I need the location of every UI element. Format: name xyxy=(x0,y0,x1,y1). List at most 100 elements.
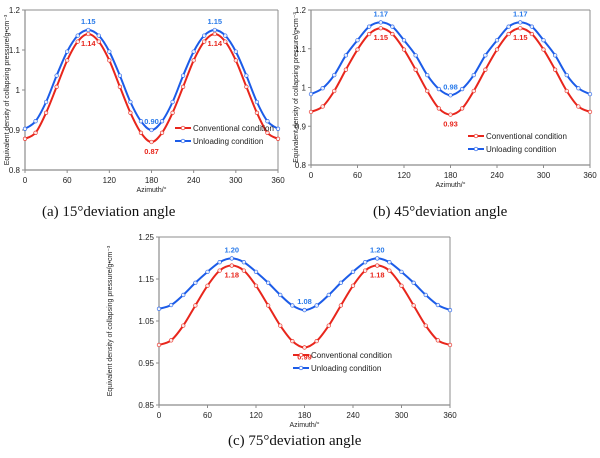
data-point-unloading xyxy=(159,119,165,124)
data-point-unloading xyxy=(265,280,271,285)
data-point-unloading xyxy=(471,72,476,78)
data-point-conventional xyxy=(302,345,307,350)
data-point-conventional xyxy=(459,106,465,111)
data-point-conventional xyxy=(265,130,270,135)
x-tick-label: 240 xyxy=(490,171,504,180)
data-point-unloading xyxy=(241,260,247,265)
data-point-conventional xyxy=(355,47,360,52)
chart-a: 0.8 0.9 1 1.1 1.2 0 60 120 180 240 300 360 Azimuth/°… xyxy=(0,0,300,195)
data-label-unloading: 1.20 xyxy=(224,245,239,254)
data-point-unloading xyxy=(253,269,259,275)
x-tick-label: 240 xyxy=(187,176,201,185)
x-tick-label: 60 xyxy=(203,411,212,420)
data-point-conventional xyxy=(399,283,404,288)
data-point-conventional xyxy=(205,283,210,288)
data-label-conventional: 1.14 xyxy=(207,39,222,48)
y-tick-label: 0.8 xyxy=(295,161,307,170)
data-point-unloading xyxy=(43,99,49,105)
data-point-conventional xyxy=(290,339,295,344)
legend-label-unloading: Unloading condition xyxy=(486,145,556,154)
data-point-unloading xyxy=(483,53,488,58)
x-tick-label: 120 xyxy=(103,176,117,185)
data-point-conventional xyxy=(128,110,133,115)
legend-label-unloading: Unloading condition xyxy=(193,137,263,146)
data-point-conventional xyxy=(170,110,175,115)
data-point-unloading xyxy=(375,256,380,261)
data-point-conventional xyxy=(518,26,523,31)
data-point-unloading xyxy=(149,127,154,133)
x-tick-label: 180 xyxy=(444,171,458,180)
data-point-unloading xyxy=(212,27,217,33)
caption-b: (b) 45°deviation angle xyxy=(373,204,508,220)
data-point-unloading xyxy=(494,38,500,43)
y-tick-label: 1.2 xyxy=(9,6,21,15)
data-point-unloading xyxy=(22,126,28,131)
data-point-conventional xyxy=(506,31,511,37)
data-point-conventional xyxy=(314,339,319,344)
legend-marker-unloading xyxy=(180,138,186,144)
data-point-conventional xyxy=(425,88,430,94)
data-point-unloading xyxy=(54,73,59,78)
data-point-unloading xyxy=(217,260,222,265)
y-axis-label: Equivalent density of collapsing pressur… xyxy=(4,14,11,165)
data-point-conventional xyxy=(401,47,407,52)
data-point-conventional xyxy=(241,268,247,273)
data-point-unloading xyxy=(117,73,123,78)
series-line-conventional xyxy=(310,27,591,116)
data-point-conventional xyxy=(22,136,28,141)
y-tick-label: 1.2 xyxy=(295,6,307,15)
data-point-conventional xyxy=(338,303,344,308)
data-point-unloading xyxy=(343,53,349,58)
data-point-conventional xyxy=(86,31,91,37)
data-point-unloading xyxy=(107,49,112,54)
data-point-conventional xyxy=(244,84,249,89)
data-point-conventional xyxy=(181,323,186,328)
data-point-unloading xyxy=(338,280,344,285)
y-tick-label: 1 xyxy=(16,86,21,95)
data-point-conventional xyxy=(390,31,395,37)
data-point-conventional xyxy=(387,268,392,273)
data-point-conventional xyxy=(229,263,234,268)
caption-a: (a) 15°deviation angle xyxy=(42,204,176,220)
data-point-conventional xyxy=(265,303,271,308)
data-point-unloading xyxy=(229,256,234,261)
data-point-unloading xyxy=(447,307,453,313)
y-tick-label: 0.9 xyxy=(9,126,21,135)
data-point-conventional xyxy=(375,263,380,268)
data-label-conventional: 0.99 xyxy=(297,352,312,361)
data-point-conventional xyxy=(149,139,154,145)
data-label-unloading: 1.08 xyxy=(297,297,312,306)
y-tick-label: 1.1 xyxy=(295,45,307,54)
chart-b: 0.8 0.9 1 1.1 1.2 0 60 120 180 240 300 360 Azimuth/°… xyxy=(290,0,600,195)
data-point-conventional xyxy=(253,283,259,288)
data-point-conventional xyxy=(159,130,165,135)
data-point-conventional xyxy=(33,130,38,135)
data-point-conventional xyxy=(529,31,535,37)
data-point-unloading xyxy=(75,33,80,38)
data-point-conventional xyxy=(75,39,80,44)
data-point-conventional xyxy=(43,110,49,115)
data-point-unloading xyxy=(275,126,281,131)
y-tick-label: 0.8 xyxy=(9,166,21,175)
data-point-conventional xyxy=(193,303,198,308)
data-point-conventional xyxy=(96,39,101,44)
data-point-conventional xyxy=(212,31,217,37)
data-point-conventional xyxy=(320,104,325,109)
y-tick-label: 1.15 xyxy=(138,275,154,284)
data-point-conventional xyxy=(350,283,356,288)
data-point-unloading xyxy=(587,91,593,97)
x-axis-label: Azimuth/° xyxy=(289,421,319,429)
data-point-unloading xyxy=(387,260,392,265)
y-tick-label: 0.95 xyxy=(138,359,154,368)
data-point-conventional xyxy=(275,136,281,141)
data-point-conventional xyxy=(366,31,372,37)
data-point-unloading xyxy=(86,27,91,33)
data-point-conventional xyxy=(413,67,418,72)
data-point-unloading xyxy=(401,38,407,43)
chart-b-svg: 0.8 0.9 1 1.1 1.2 0 60 120 180 240 300 360 Azimuth/°… xyxy=(293,6,597,189)
data-point-conventional xyxy=(552,67,558,72)
data-point-unloading xyxy=(290,303,295,308)
data-point-unloading xyxy=(314,303,319,308)
x-tick-label: 0 xyxy=(309,171,314,180)
x-tick-label: 120 xyxy=(249,411,263,420)
